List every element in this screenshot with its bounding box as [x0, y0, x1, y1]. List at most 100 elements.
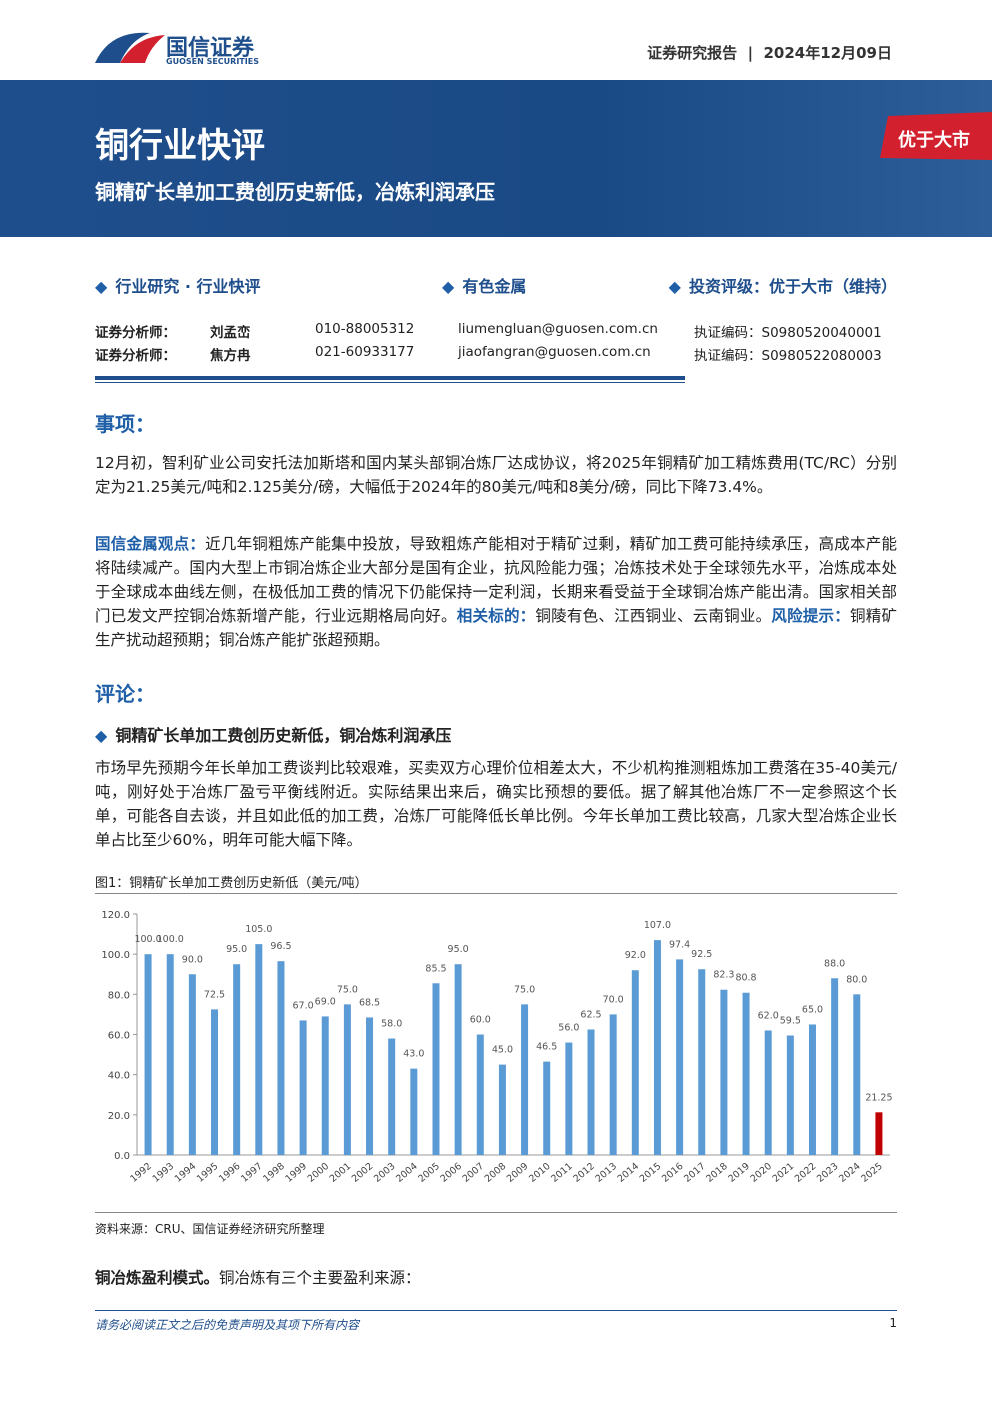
paragraph: 国信金属观点：近几年铜粗炼产能集中投放，导致粗炼产能相对于精矿过剩，精矿加工费可… — [95, 532, 897, 652]
data-label: 80.0 — [846, 974, 867, 985]
rule — [95, 893, 897, 894]
bar — [875, 1112, 883, 1155]
data-label: 95.0 — [226, 944, 247, 955]
paragraph: 12月初，智利矿业公司安托法加斯塔和国内某头部铜冶炼厂达成协议，将2025年铜精… — [95, 454, 897, 496]
data-label: 59.5 — [780, 1016, 801, 1027]
rule — [95, 376, 685, 380]
y-tick-label: 80.0 — [108, 990, 130, 1001]
bar — [565, 1042, 573, 1155]
section-heading: 事项： — [95, 412, 155, 436]
data-label: 46.5 — [536, 1042, 557, 1053]
bar — [321, 1016, 329, 1155]
x-tick-label: 2021 — [771, 1161, 797, 1185]
data-label: 100.0 — [134, 934, 161, 945]
report-date: 2024年12月09日 — [763, 44, 893, 62]
data-label: 90.0 — [182, 954, 203, 965]
analyst-email: jiaofangran@guosen.com.cn — [458, 344, 651, 360]
x-tick-label: 1999 — [283, 1161, 309, 1185]
report-meta: 证券研究报告 | 2024年12月09日 — [647, 44, 893, 62]
bar — [388, 1038, 396, 1155]
emph: 铜冶炼盈利模式。 — [95, 1269, 220, 1287]
bar — [786, 1035, 794, 1155]
tag: ◆ 有色金属 — [442, 277, 527, 296]
bar — [543, 1061, 551, 1155]
x-tick-label: 2003 — [372, 1161, 398, 1185]
y-tick-label: 0.0 — [114, 1151, 130, 1162]
y-tick-label: 60.0 — [108, 1031, 130, 1042]
tag-text: 有色金属 — [462, 277, 527, 296]
x-tick-label: 2015 — [638, 1161, 664, 1185]
bar — [653, 940, 661, 1155]
bar — [277, 961, 285, 1155]
bar — [144, 954, 152, 1155]
bar — [343, 1004, 351, 1155]
data-label: 97.4 — [669, 939, 690, 950]
x-tick-label: 2019 — [726, 1161, 752, 1185]
data-label: 107.0 — [644, 920, 671, 931]
x-tick-label: 2016 — [660, 1161, 686, 1185]
logo-en: GUOSEN SECURITIES — [166, 57, 259, 66]
bar — [676, 959, 684, 1155]
text: 铜陵有色、江西铜业、云南铜业。 — [535, 607, 772, 625]
data-label: 68.5 — [359, 997, 380, 1008]
bar — [831, 978, 839, 1155]
bar — [698, 969, 706, 1155]
x-tick-label: 1995 — [195, 1161, 221, 1185]
y-tick-label: 40.0 — [108, 1071, 130, 1082]
data-label: 65.0 — [802, 1004, 823, 1015]
bullet-text: 铜精矿长单加工费创历史新低，铜冶炼利润承压 — [115, 726, 452, 745]
chart: 0.0 20.0 40.0 60.0 80.0 100.0 120.0 1992 100.0 19… — [101, 910, 892, 1185]
x-tick-label: 2023 — [815, 1161, 841, 1185]
data-label: 75.0 — [514, 984, 535, 995]
bullet: ◆ 铜精矿长单加工费创历史新低，铜冶炼利润承压 — [95, 726, 452, 745]
x-tick-label: 2007 — [461, 1161, 487, 1185]
data-label: 62.5 — [580, 1009, 601, 1020]
bar — [808, 1024, 816, 1155]
rating-tab — [880, 112, 992, 160]
data-label: 92.5 — [691, 949, 712, 960]
data-label: 88.0 — [824, 958, 845, 969]
section-heading: 评论： — [95, 682, 155, 706]
bar — [188, 974, 196, 1155]
tag: ◆ 投资评级：优于大市（维持） — [668, 277, 897, 296]
x-tick-label: 2017 — [682, 1161, 708, 1185]
bar — [233, 964, 241, 1155]
bar — [498, 1064, 506, 1155]
data-label: 21.25 — [865, 1092, 892, 1103]
banner-title: 铜行业快评 — [95, 126, 265, 166]
bar — [742, 992, 750, 1155]
bar — [166, 954, 174, 1155]
emph: 相关标的： — [456, 607, 536, 625]
x-tick-label: 1993 — [151, 1161, 177, 1185]
bar — [720, 989, 728, 1155]
emph: 国信金属观点： — [95, 535, 206, 553]
bar — [299, 1020, 307, 1155]
bar — [366, 1017, 374, 1155]
text: 铜冶炼有三个主要盈利来源： — [219, 1269, 421, 1287]
x-tick-label: 2005 — [416, 1161, 442, 1185]
data-label: 75.0 — [337, 984, 358, 995]
x-tick-label: 2012 — [571, 1161, 597, 1185]
x-tick-label: 2009 — [505, 1161, 531, 1185]
data-label: 100.0 — [157, 934, 184, 945]
x-tick-label: 2004 — [394, 1161, 420, 1185]
x-tick-label: 2011 — [549, 1161, 575, 1185]
source: 资料来源：CRU、国信证券经济研究所整理 — [95, 1222, 325, 1236]
data-label: 96.5 — [270, 941, 291, 952]
x-tick-label: 2006 — [438, 1161, 464, 1185]
x-tick-label: 2020 — [749, 1161, 775, 1185]
analyst-name: 刘孟峦 — [210, 325, 251, 341]
paragraph: 市场早先预期今年长单加工费谈判比较艰难，买卖双方心理价位相差太大，不少机构推测粗… — [95, 759, 897, 849]
disclaimer: 请务必阅读正文之后的免责声明及其项下所有内容 — [95, 1318, 360, 1332]
data-label: 60.0 — [470, 1015, 491, 1026]
y-tick-label: 100.0 — [101, 950, 130, 961]
analyst-phone: 021-60933177 — [315, 344, 415, 360]
rule — [95, 1212, 897, 1213]
bar — [410, 1068, 418, 1155]
data-label: 69.0 — [315, 996, 336, 1007]
logo-mark — [95, 32, 165, 63]
analyst-cert: 执证编码：S0980520040001 — [694, 325, 882, 341]
data-label: 95.0 — [448, 944, 469, 955]
x-tick-label: 1998 — [261, 1161, 287, 1185]
